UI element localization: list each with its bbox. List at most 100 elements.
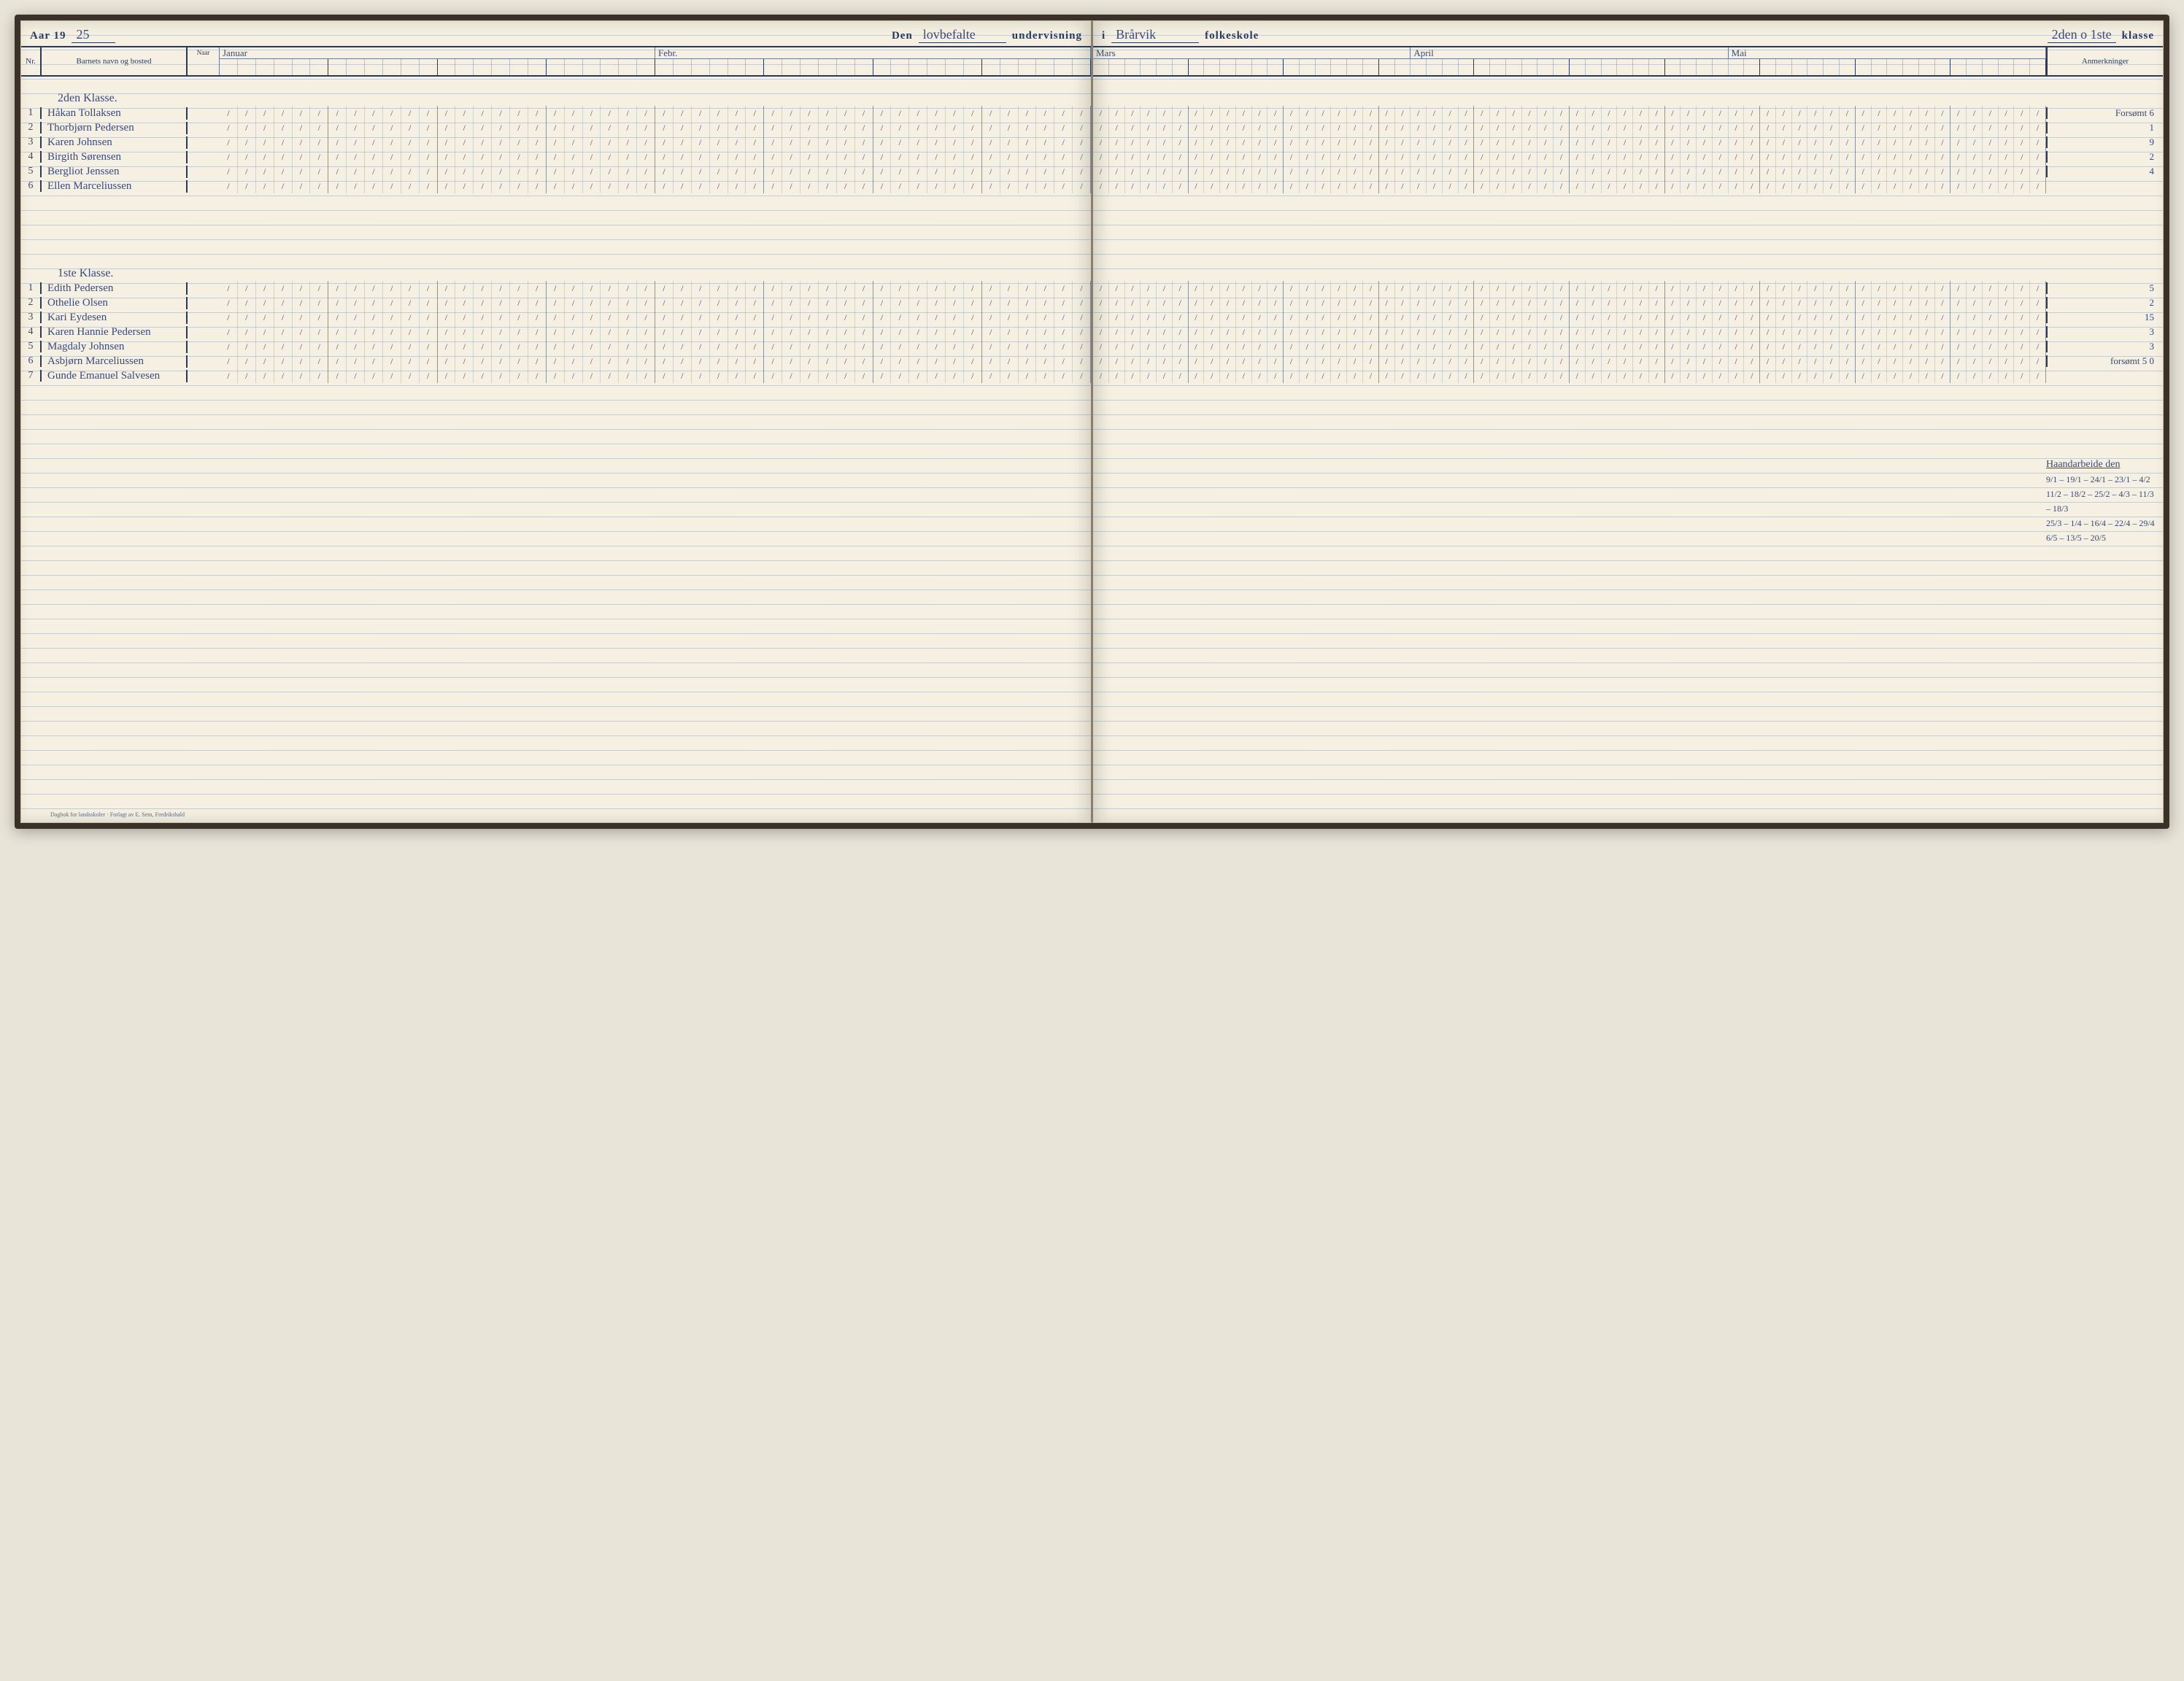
attendance-mark: / (565, 120, 583, 135)
week-cell (782, 59, 800, 75)
attendance-mark: / (1522, 310, 1538, 325)
attendance-mark: / (1872, 368, 1888, 383)
attendance-mark: / (310, 339, 328, 354)
attendance-mark: / (293, 354, 311, 368)
attendance-mark: / (1109, 325, 1125, 339)
attendance-mark: / (1919, 295, 1935, 310)
attendance-mark: / (238, 150, 256, 164)
attendance-mark: / (1856, 179, 1872, 193)
attendance-mark: / (455, 135, 474, 150)
attendance-mark: / (474, 179, 492, 193)
attendance-mark: / (220, 354, 238, 368)
attendance-mark: / (1633, 135, 1649, 150)
attendance-mark: / (1173, 150, 1189, 164)
attendance-mark: / (909, 354, 927, 368)
week-cell (220, 59, 238, 75)
attendance-mark: / (1586, 179, 1602, 193)
empty-row (21, 704, 1091, 719)
attendance-mark: / (927, 368, 946, 383)
attendance-mark: / (655, 164, 674, 179)
attendance-mark: / (1093, 281, 1109, 295)
attendance-mark: / (238, 295, 256, 310)
attendance-mark: / (420, 179, 438, 193)
attendance-mark: / (873, 106, 892, 120)
attendance-mark: / (1189, 120, 1205, 135)
attendance-mark: / (1220, 339, 1236, 354)
attendance-mark: / (1522, 120, 1538, 135)
attendance-mark: / (1347, 106, 1363, 120)
attendance-mark: / (782, 164, 800, 179)
attendance-mark: / (746, 106, 764, 120)
attendance-mark: / (455, 120, 474, 135)
attendance-mark: / (873, 120, 892, 135)
attendance-mark: / (1903, 339, 1919, 354)
attendance-mark: / (365, 354, 383, 368)
attendance-mark: / (1744, 179, 1760, 193)
attendance-mark: / (2014, 135, 2030, 150)
attendance-mark: / (274, 339, 293, 354)
attendance-mark: / (1506, 368, 1522, 383)
attendance-mark: / (946, 368, 964, 383)
row-marks: ////////////////////////////////////////… (220, 295, 1091, 310)
attendance-mark: / (1697, 339, 1713, 354)
attendance-mark: / (873, 281, 892, 295)
attendance-mark: / (455, 106, 474, 120)
attendance-mark: / (1760, 310, 1776, 325)
attendance-mark: / (1950, 164, 1967, 179)
attendance-mark: / (946, 310, 964, 325)
row-remark: forsømt 5 0 (2046, 355, 2163, 367)
attendance-mark: / (238, 354, 256, 368)
attendance-mark: / (1141, 295, 1157, 310)
attendance-mark: / (1267, 164, 1284, 179)
attendance-mark: / (1267, 106, 1284, 120)
empty-row (21, 471, 1091, 485)
attendance-mark: / (1363, 281, 1379, 295)
week-cell (946, 59, 964, 75)
attendance-mark: / (746, 339, 764, 354)
attendance-mark: / (1872, 150, 1888, 164)
attendance-mark: / (819, 310, 837, 325)
attendance-mark: / (583, 295, 601, 310)
attendance-mark: / (1760, 135, 1776, 150)
attendance-mark: / (674, 310, 692, 325)
attendance-mark: / (293, 150, 311, 164)
week-cell (1490, 59, 1506, 75)
attendance-mark: / (1537, 120, 1554, 135)
attendance-mark: / (1760, 106, 1776, 120)
attendance-mark: / (238, 368, 256, 383)
attendance-mark: / (583, 310, 601, 325)
attendance-mark: / (1872, 325, 1888, 339)
attendance-mark: / (1681, 354, 1697, 368)
attendance-mark: / (1967, 120, 1983, 135)
attendance-mark: / (1236, 135, 1252, 150)
attendance-mark: / (1586, 150, 1602, 164)
attendance-mark: / (328, 310, 347, 325)
week-cell (1872, 59, 1888, 75)
week-cell (1125, 59, 1141, 75)
attendance-mark: / (2030, 368, 2046, 383)
attendance-mark: / (1054, 179, 1073, 193)
attendance-mark: / (728, 354, 746, 368)
empty-row (1093, 77, 2163, 91)
attendance-mark: / (1459, 339, 1475, 354)
attendance-mark: / (710, 150, 728, 164)
attendance-mark: / (293, 325, 311, 339)
empty-row (21, 485, 1091, 500)
attendance-mark: / (1331, 325, 1347, 339)
attendance-mark: / (1189, 106, 1205, 120)
attendance-mark: / (455, 310, 474, 325)
attendance-mark: / (328, 368, 347, 383)
week-cell (1189, 59, 1205, 75)
empty-row (1093, 193, 2163, 208)
attendance-mark: / (1411, 339, 1427, 354)
attendance-mark: / (1729, 106, 1745, 120)
attendance-mark: / (2014, 310, 2030, 325)
attendance-mark: / (728, 325, 746, 339)
attendance-mark: / (492, 368, 510, 383)
folkeskole-label: folkeskole (1205, 30, 1259, 42)
attendance-mark: / (1983, 339, 1999, 354)
student-row: ////////////////////////////////////////… (1093, 325, 2163, 339)
attendance-mark: / (1267, 120, 1284, 135)
attendance-mark: / (1189, 368, 1205, 383)
student-row: ////////////////////////////////////////… (1093, 339, 2163, 354)
